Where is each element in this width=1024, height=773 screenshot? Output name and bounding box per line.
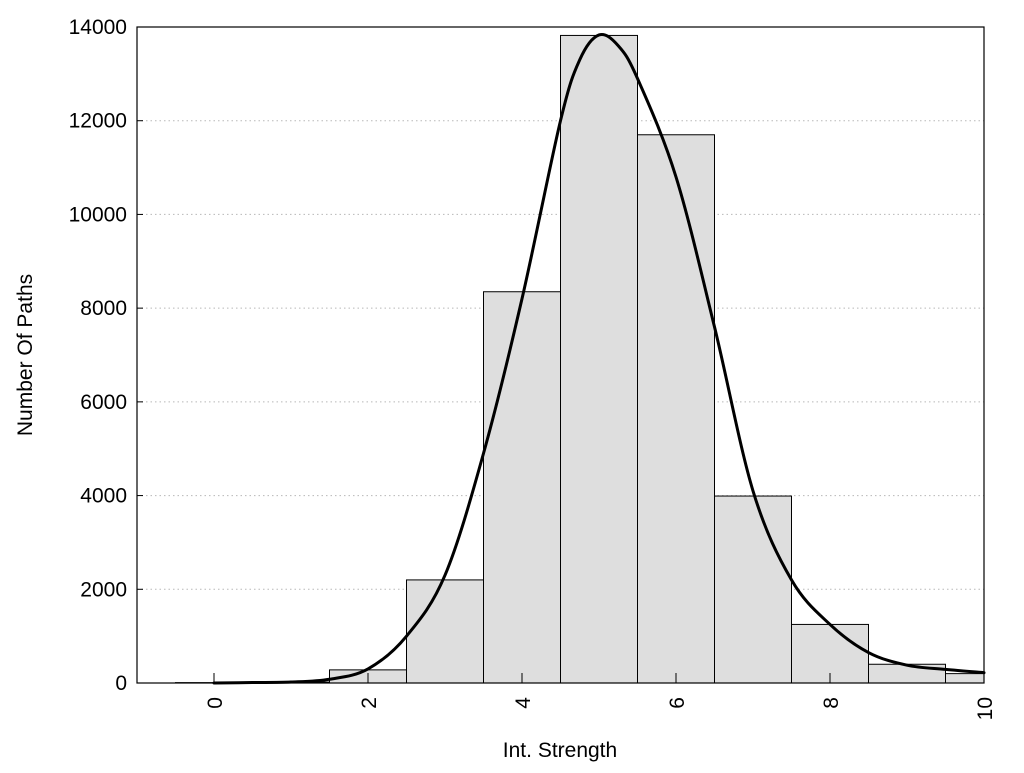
histogram-bar [715, 496, 792, 683]
y-tick-label: 12000 [69, 110, 127, 133]
y-tick-label: 4000 [80, 485, 127, 508]
y-tick-label: 8000 [80, 297, 127, 320]
x-tick-label: 8 [820, 697, 843, 709]
y-tick-label: 6000 [80, 391, 127, 414]
histogram-bar [484, 292, 561, 683]
x-axis-title: Int. Strength [503, 739, 617, 762]
x-tick-label: 4 [512, 697, 535, 709]
x-tick-label: 10 [974, 697, 997, 720]
histogram-bar [946, 674, 985, 683]
y-tick-label: 10000 [69, 203, 127, 226]
y-tick-label: 2000 [80, 578, 127, 601]
y-axis-title: Number Of Paths [14, 274, 37, 436]
histogram-bar [638, 135, 715, 683]
x-tick-label: 2 [358, 697, 381, 709]
histogram-bar [407, 580, 484, 683]
y-tick-label: 14000 [69, 16, 127, 39]
x-tick-label: 6 [666, 697, 689, 709]
histogram-bar [561, 35, 638, 683]
x-tick-label: 0 [204, 697, 227, 709]
bar-layer [176, 35, 985, 683]
y-tick-label: 0 [115, 672, 127, 695]
